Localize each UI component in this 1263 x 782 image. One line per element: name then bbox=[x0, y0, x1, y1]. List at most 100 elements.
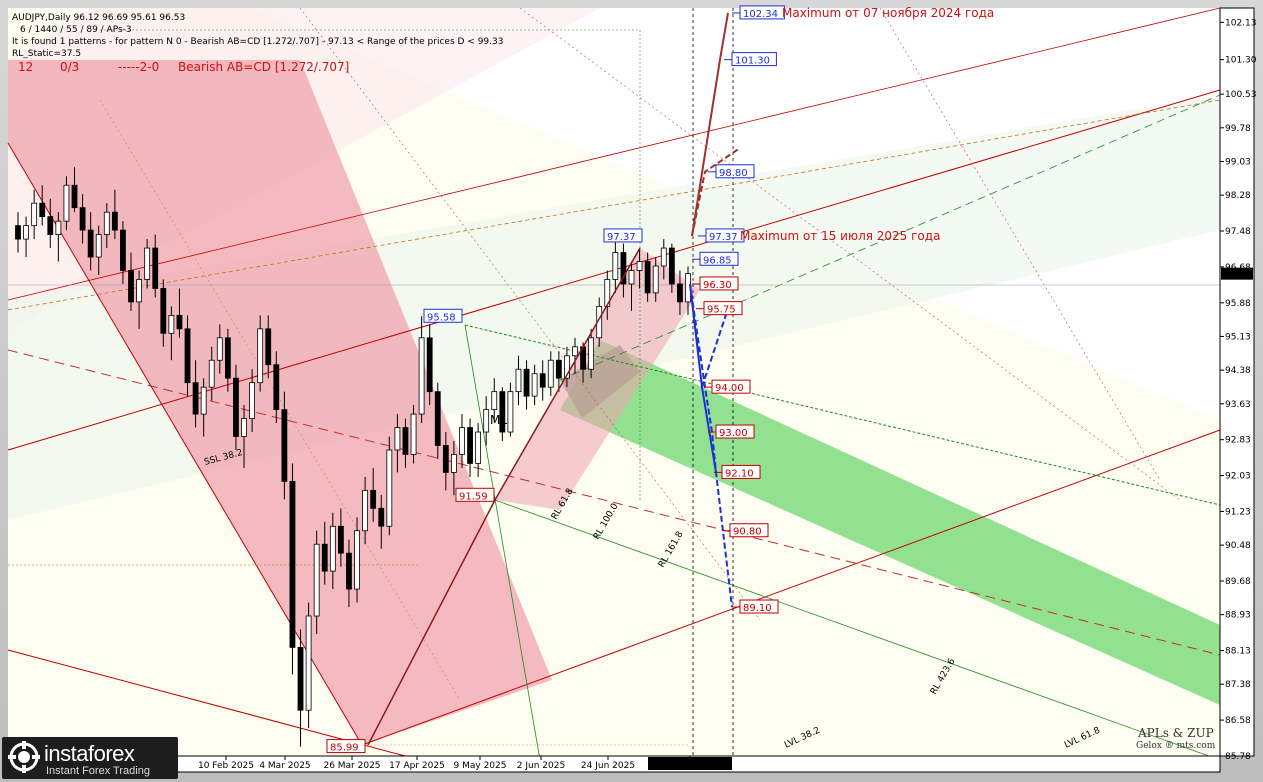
candle bbox=[531, 364, 538, 406]
red-dashed-median bbox=[7, 349, 1221, 656]
target-level-box bbox=[729, 523, 769, 538]
pivot-label: 95.58 bbox=[427, 312, 456, 323]
candle-body bbox=[95, 234, 102, 258]
y-tick-label: 99.03 bbox=[1225, 157, 1251, 167]
candle-body bbox=[378, 507, 385, 527]
candle-body bbox=[677, 283, 683, 303]
candle bbox=[362, 476, 369, 545]
candle bbox=[636, 248, 643, 289]
candle bbox=[184, 315, 191, 397]
green-dashed-fan bbox=[559, 94, 1221, 381]
orange-dashed-line bbox=[7, 99, 1221, 311]
y-tick-label: 95.13 bbox=[1225, 332, 1251, 342]
candle bbox=[233, 364, 239, 450]
target-level-label: 98.80 bbox=[719, 168, 748, 179]
candle-body bbox=[297, 647, 304, 711]
target-level-label: 92.10 bbox=[725, 468, 754, 479]
candle-body bbox=[184, 328, 191, 384]
candle-body bbox=[55, 220, 62, 235]
candle-body bbox=[354, 530, 360, 590]
candle bbox=[111, 189, 118, 240]
candle bbox=[346, 539, 352, 608]
watermark-sub: Gelox ® mts.com bbox=[1136, 741, 1216, 751]
candle bbox=[313, 530, 320, 634]
candle bbox=[136, 270, 142, 329]
candle bbox=[410, 405, 417, 464]
x-tick-label: 17 Apr 2025 bbox=[389, 761, 445, 771]
candle-body bbox=[434, 391, 441, 446]
target-level-label: 102.34 bbox=[743, 9, 778, 20]
pivot-label-box bbox=[423, 308, 463, 323]
y-tick-label: 87.38 bbox=[1225, 680, 1251, 690]
y-tick-label: 93.63 bbox=[1225, 400, 1251, 410]
candle bbox=[168, 306, 175, 361]
bull-projection bbox=[691, 12, 729, 237]
candle-body bbox=[515, 368, 522, 393]
target-level-label: 93.00 bbox=[719, 428, 748, 439]
x-tick-label: 9 May 2025 bbox=[454, 761, 507, 771]
candle-body bbox=[136, 279, 142, 303]
candle-body bbox=[321, 543, 328, 572]
candle-body bbox=[564, 355, 570, 379]
candle bbox=[394, 414, 401, 473]
y-tick-label: 101.30 bbox=[1225, 56, 1257, 66]
candle-body bbox=[176, 314, 183, 330]
candle-body bbox=[362, 489, 369, 532]
target-level-box bbox=[715, 424, 755, 439]
symbol-line: AUDJPY,Daily 96.12 96.69 95.61 96.53 bbox=[12, 13, 185, 23]
candle-body bbox=[31, 202, 38, 227]
brand-tagline: Instant Forex Trading bbox=[46, 765, 150, 777]
pivot-label: 91.59 bbox=[459, 491, 488, 502]
candle-body bbox=[467, 427, 473, 464]
candle bbox=[15, 212, 21, 253]
target-level-label: 90.80 bbox=[733, 527, 762, 538]
pivot-label: 97.37 bbox=[607, 232, 636, 243]
candle bbox=[192, 360, 199, 428]
candle-body bbox=[418, 337, 425, 415]
candle-body bbox=[265, 328, 272, 366]
candle-body bbox=[249, 382, 255, 419]
annotation-text: Maximum от 15 июля 2025 года bbox=[740, 229, 940, 243]
target-level-box bbox=[711, 379, 751, 394]
candle bbox=[378, 494, 385, 549]
candle bbox=[451, 441, 457, 496]
brand-name: instaforex bbox=[44, 741, 135, 766]
y-tick-label: 88.13 bbox=[1225, 647, 1251, 657]
candle-body bbox=[483, 409, 490, 433]
candle bbox=[442, 432, 449, 491]
pink-wedge bbox=[495, 248, 700, 510]
candle bbox=[660, 239, 667, 280]
candle bbox=[491, 378, 498, 424]
brand-logo[interactable]: instaforex Instant Forex Trading bbox=[2, 737, 178, 779]
candle bbox=[564, 346, 570, 388]
bear-retrace-dashed bbox=[701, 308, 729, 388]
candle-body bbox=[71, 184, 78, 209]
candle bbox=[354, 517, 360, 603]
pattern-found-line: It is found 1 patterns - for pattern N 0… bbox=[12, 37, 503, 47]
candle bbox=[370, 467, 377, 522]
candle-body bbox=[555, 359, 562, 379]
candle-body bbox=[442, 445, 449, 473]
candle-body bbox=[87, 229, 94, 258]
candle-body bbox=[547, 359, 554, 388]
candle bbox=[426, 324, 433, 406]
green-steep-line bbox=[464, 324, 541, 761]
candle bbox=[208, 346, 215, 401]
candle bbox=[39, 185, 46, 226]
target-level-label: 101.30 bbox=[735, 56, 770, 67]
candle-body bbox=[523, 368, 530, 397]
candle bbox=[305, 602, 312, 729]
last-price-marker bbox=[1221, 267, 1253, 280]
target-level-box bbox=[731, 52, 777, 67]
y-tick-label: 90.48 bbox=[1225, 541, 1251, 551]
annotation-text: Maximum от 07 ноября 2024 года bbox=[782, 6, 994, 20]
watermark-title: APLs & ZUP bbox=[1138, 726, 1214, 740]
candle bbox=[144, 239, 151, 289]
y-tick-label: 99.78 bbox=[1225, 124, 1251, 134]
y-tick-label: 88.93 bbox=[1225, 611, 1251, 621]
candle-body bbox=[111, 211, 118, 231]
candle bbox=[297, 629, 304, 747]
candle bbox=[31, 189, 38, 240]
